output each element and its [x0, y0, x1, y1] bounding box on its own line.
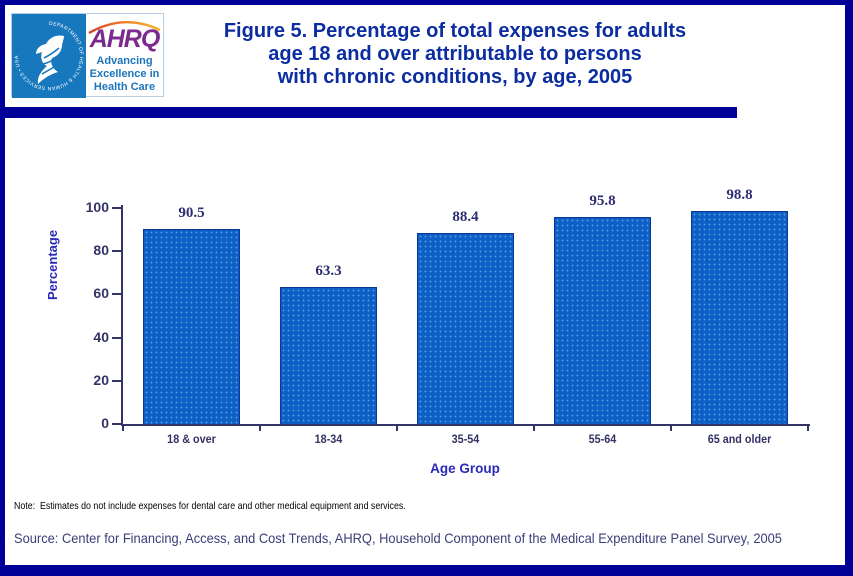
x-category-label: 18-34: [314, 432, 343, 446]
y-tick-label: 100: [85, 199, 109, 215]
figure-title-line: with chronic conditions, by age, 2005: [277, 66, 633, 88]
ahrq-acronym: AHRQ: [89, 25, 161, 53]
x-category-label: 65 and older: [707, 432, 772, 446]
y-tick-mark: [112, 379, 121, 382]
bar-35-54: [417, 233, 514, 424]
hhs-eagle-icon: DEPARTMENT OF HEALTH & HUMAN SERVICES • …: [12, 14, 86, 98]
y-tick-label: 60: [93, 285, 109, 302]
figure-title: Figure 5. Percentage of total expenses f…: [165, 20, 745, 89]
bar-65-and-older: [691, 211, 788, 424]
bar-value-label: 88.4: [452, 209, 479, 225]
ahrq-tagline-line: Advancing: [96, 55, 153, 67]
bar-value-label: 98.8: [726, 187, 753, 203]
bar-chart-plot-area: 0 20 40 60 80 100 90.5 18 & over 63.3 18-34 88.4 35…: [86, 187, 810, 446]
hhs-logo: DEPARTMENT OF HEALTH & HUMAN SERVICES • …: [12, 14, 86, 98]
figure-title-line: Figure 5. Percentage of total expenses f…: [223, 20, 687, 42]
y-tick-label: 40: [93, 328, 109, 345]
y-tick-mark: [112, 336, 121, 339]
x-tick-mark: [670, 424, 672, 431]
bar-value-label: 90.5: [178, 205, 205, 221]
y-axis-title: Percentage: [45, 229, 60, 301]
y-tick-label: 80: [93, 242, 109, 259]
ahrq-arc-icon: [88, 20, 161, 35]
bar-value-label: 95.8: [589, 193, 616, 209]
source-text: Source: Center for Financing, Access, an…: [14, 530, 782, 546]
y-tick-mark: [112, 250, 121, 253]
x-category-label: 18 & over: [167, 432, 216, 446]
header-divider: [5, 107, 737, 118]
x-category-label: 55-64: [588, 432, 617, 446]
x-tick-mark: [807, 424, 809, 431]
bar-18-&-over: [143, 229, 240, 424]
figure-title-line: age 18 and over attributable to persons: [268, 43, 642, 65]
y-tick-mark: [112, 293, 121, 296]
x-tick-mark: [122, 424, 124, 431]
bar-55-64: [554, 217, 651, 424]
x-tick-mark: [396, 424, 398, 431]
x-axis-line: [121, 424, 810, 426]
bar-18-34: [280, 287, 377, 424]
bar-value-label: 63.3: [315, 263, 342, 279]
y-tick-mark: [112, 207, 121, 209]
ahrq-tagline-line: Health Care: [93, 81, 156, 93]
ahrq-tagline: Advancing Excellence in Health Care: [86, 55, 163, 94]
hhs-ahrq-logo: DEPARTMENT OF HEALTH & HUMAN SERVICES • …: [11, 13, 164, 98]
note-text: Note: Estimates do not include expenses …: [14, 500, 406, 512]
x-category-label: 35-54: [451, 432, 480, 446]
ahrq-tagline-line: Excellence in: [89, 68, 160, 80]
y-tick-label: 0: [101, 415, 109, 431]
x-tick-mark: [533, 424, 535, 431]
ahrq-logo: AHRQ Advancing Excellence in Health Care: [86, 14, 163, 96]
y-axis-line: [121, 205, 123, 426]
y-tick-label: 20: [93, 371, 109, 388]
x-axis-title: Age Group: [430, 461, 500, 476]
y-tick-mark: [112, 423, 121, 425]
x-tick-mark: [259, 424, 261, 431]
